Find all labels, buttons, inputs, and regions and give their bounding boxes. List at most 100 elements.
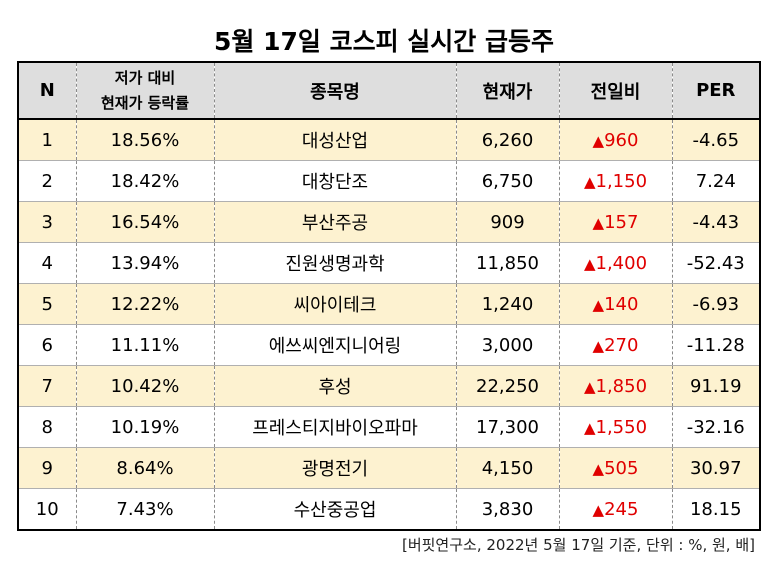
change-value: 1,150 (595, 170, 648, 192)
cell-n: 1 (17, 119, 77, 161)
cell-price: 1,240 (455, 283, 560, 325)
up-triangle-icon: ▲ (583, 172, 596, 191)
cell-per: -32.16 (671, 406, 761, 448)
header-n: N (17, 61, 77, 120)
table-row: 7 10.42% 후성 22,250 ▲1,850 91.19 (17, 365, 761, 407)
cell-n: 2 (17, 160, 77, 202)
up-triangle-icon: ▲ (592, 500, 605, 519)
cell-name: 부산주공 (213, 201, 457, 243)
cell-change: ▲140 (558, 283, 673, 325)
cell-rate: 11.11% (75, 324, 215, 366)
table-row: 9 8.64% 광명전기 4,150 ▲505 30.97 (17, 447, 761, 489)
table-row: 3 16.54% 부산주공 909 ▲157 -4.43 (17, 201, 761, 243)
change-value: 270 (604, 334, 639, 356)
table-row: 4 13.94% 진원생명과학 11,850 ▲1,400 -52.43 (17, 242, 761, 284)
up-triangle-icon: ▲ (592, 336, 605, 355)
cell-change: ▲1,850 (558, 365, 673, 407)
cell-change: ▲245 (558, 488, 673, 531)
cell-rate: 16.54% (75, 201, 215, 243)
cell-price: 909 (455, 201, 560, 243)
cell-name: 프레스티지바이오파마 (213, 406, 457, 448)
cell-name: 씨아이테크 (213, 283, 457, 325)
cell-price: 3,830 (455, 488, 560, 531)
cell-name: 후성 (213, 365, 457, 407)
up-triangle-icon: ▲ (583, 254, 596, 273)
cell-change: ▲270 (558, 324, 673, 366)
change-value: 245 (604, 498, 639, 520)
header-rate-line1: 저가 대비 (114, 68, 176, 87)
table-row: 5 12.22% 씨아이테크 1,240 ▲140 -6.93 (17, 283, 761, 325)
up-triangle-icon: ▲ (592, 295, 605, 314)
cell-rate: 10.42% (75, 365, 215, 407)
cell-price: 6,260 (455, 119, 560, 161)
cell-rate: 8.64% (75, 447, 215, 489)
cell-n: 10 (17, 488, 77, 531)
cell-change: ▲157 (558, 201, 673, 243)
cell-per: 91.19 (671, 365, 761, 407)
cell-per: -11.28 (671, 324, 761, 366)
cell-price: 22,250 (455, 365, 560, 407)
header-name: 종목명 (213, 61, 457, 120)
cell-name: 대성산업 (213, 119, 457, 161)
header-per: PER (671, 61, 761, 120)
change-value: 1,850 (595, 375, 648, 397)
table-row: 8 10.19% 프레스티지바이오파마 17,300 ▲1,550 -32.16 (17, 406, 761, 448)
cell-rate: 18.42% (75, 160, 215, 202)
up-triangle-icon: ▲ (592, 213, 605, 232)
cell-n: 7 (17, 365, 77, 407)
cell-name: 대창단조 (213, 160, 457, 202)
up-triangle-icon: ▲ (592, 459, 605, 478)
cell-n: 6 (17, 324, 77, 366)
change-value: 140 (604, 293, 639, 315)
table-body: 1 18.56% 대성산업 6,260 ▲960 -4.65 2 18.42% 대창단조 6,75… (17, 119, 761, 531)
header-change: 전일비 (558, 61, 673, 120)
cell-rate: 10.19% (75, 406, 215, 448)
cell-n: 4 (17, 242, 77, 284)
table-row: 6 11.11% 에쓰씨엔지니어링 3,000 ▲270 -11.28 (17, 324, 761, 366)
up-triangle-icon: ▲ (583, 418, 596, 437)
cell-per: -4.65 (671, 119, 761, 161)
cell-name: 수산중공업 (213, 488, 457, 531)
table-header-row: N 저가 대비 현재가 등락률 종목명 현재가 전일비 PER (17, 61, 761, 120)
up-triangle-icon: ▲ (583, 377, 596, 396)
change-value: 505 (604, 457, 639, 479)
page-title: 5월 17일 코스피 실시간 급등주 (213, 27, 554, 56)
stock-table: N 저가 대비 현재가 등락률 종목명 현재가 전일비 PER 1 18.56% 대… (17, 61, 761, 531)
cell-per: -4.43 (671, 201, 761, 243)
cell-change: ▲1,550 (558, 406, 673, 448)
header-price: 현재가 (455, 61, 560, 120)
cell-per: -6.93 (671, 283, 761, 325)
cell-n: 8 (17, 406, 77, 448)
table-row: 2 18.42% 대창단조 6,750 ▲1,150 7.24 (17, 160, 761, 202)
change-value: 157 (604, 211, 639, 233)
cell-per: 30.97 (671, 447, 761, 489)
cell-price: 11,850 (455, 242, 560, 284)
cell-change: ▲1,400 (558, 242, 673, 284)
cell-change: ▲505 (558, 447, 673, 489)
cell-name: 광명전기 (213, 447, 457, 489)
cell-price: 3,000 (455, 324, 560, 366)
cell-n: 5 (17, 283, 77, 325)
change-value: 1,400 (595, 252, 648, 274)
cell-n: 3 (17, 201, 77, 243)
header-rate-line2: 현재가 등락률 (100, 93, 190, 112)
cell-name: 에쓰씨엔지니어링 (213, 324, 457, 366)
cell-per: 18.15 (671, 488, 761, 531)
header-rate: 저가 대비 현재가 등락률 (75, 61, 215, 120)
change-value: 960 (604, 129, 639, 151)
up-triangle-icon: ▲ (592, 131, 605, 150)
cell-name: 진원생명과학 (213, 242, 457, 284)
table-row: 1 18.56% 대성산업 6,260 ▲960 -4.65 (17, 119, 761, 161)
cell-per: 7.24 (671, 160, 761, 202)
change-value: 1,550 (595, 416, 648, 438)
table-row: 10 7.43% 수산중공업 3,830 ▲245 18.15 (17, 488, 761, 531)
cell-rate: 13.94% (75, 242, 215, 284)
source-note: [버핏연구소, 2022년 5월 17일 기준, 단위 : %, 원, 배] (401, 536, 755, 554)
cell-rate: 7.43% (75, 488, 215, 531)
cell-per: -52.43 (671, 242, 761, 284)
cell-price: 4,150 (455, 447, 560, 489)
cell-rate: 18.56% (75, 119, 215, 161)
cell-price: 17,300 (455, 406, 560, 448)
cell-n: 9 (17, 447, 77, 489)
cell-price: 6,750 (455, 160, 560, 202)
